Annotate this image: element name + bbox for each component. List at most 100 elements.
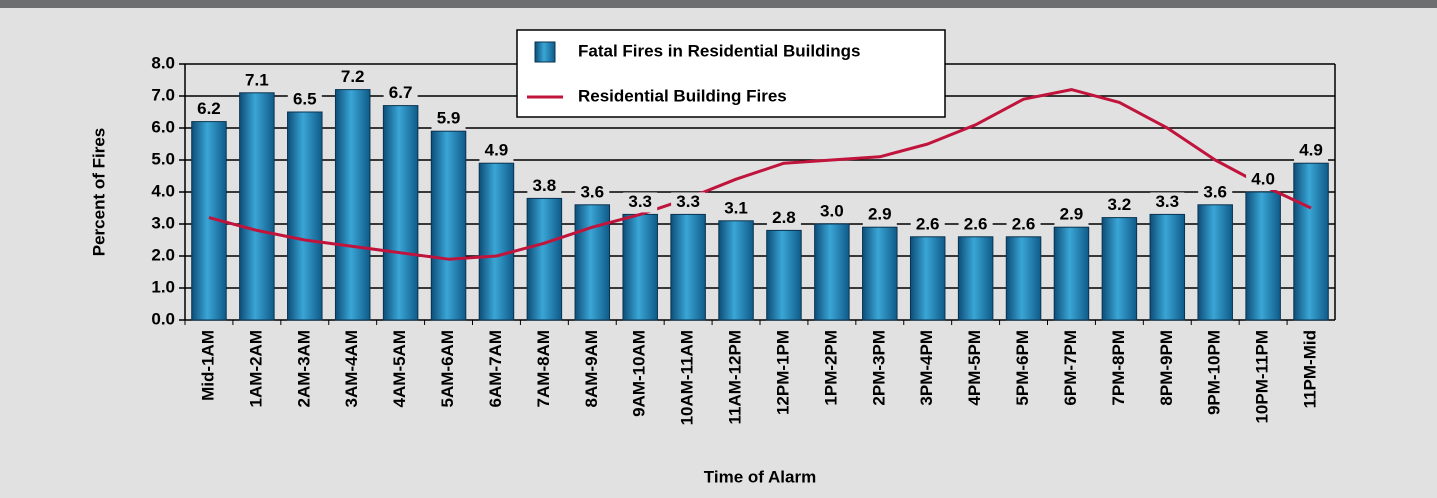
- value-label-bg: [623, 192, 658, 213]
- value-label: 4.9: [1299, 141, 1323, 160]
- value-label: 3.6: [580, 182, 604, 201]
- value-label-bg: [1054, 205, 1089, 226]
- value-label-bg: [814, 202, 849, 222]
- value-label-bg: [862, 205, 897, 226]
- y-tick-label: 8.0: [151, 53, 175, 72]
- x-tick-label: 7PM-8PM: [1109, 330, 1128, 406]
- value-label: 3.2: [1108, 195, 1132, 214]
- value-label-bg: [1006, 214, 1041, 235]
- bar: [766, 229, 802, 321]
- value-label: 4.0: [1251, 169, 1275, 188]
- value-label-bg: [958, 214, 993, 235]
- x-tick-label: 4AM-5AM: [390, 330, 409, 407]
- x-tick-label: 5PM-6PM: [1013, 330, 1032, 406]
- x-tick-label: 12PM-1PM: [773, 330, 792, 415]
- x-tick-label: 9PM-10PM: [1205, 330, 1224, 415]
- x-tick-label: 10AM-11AM: [678, 330, 697, 425]
- value-label: 3.1: [724, 198, 748, 217]
- x-tick-label: 8AM-9AM: [582, 330, 601, 407]
- line: [208, 88, 1312, 261]
- value-label-bg: [766, 208, 801, 229]
- y-tick-label: 0.0: [151, 309, 175, 328]
- legend-label: Residential Building Fires: [578, 86, 787, 105]
- x-tick-label: 2AM-3AM: [294, 330, 313, 407]
- value-label: 3.0: [820, 201, 844, 220]
- x-tick-label: 10PM-11PM: [1253, 330, 1272, 424]
- value-label-bg: [671, 192, 706, 213]
- x-tick-label: 6AM-7AM: [486, 330, 505, 407]
- bar: [909, 236, 946, 321]
- bar: [239, 92, 275, 321]
- legend-swatch: [534, 41, 556, 63]
- bar: [622, 213, 658, 321]
- bar: [334, 89, 371, 321]
- bar: [430, 130, 467, 321]
- x-tick-label: 1PM-2PM: [821, 330, 840, 406]
- top-band: [0, 0, 1437, 8]
- x-tick-label: 8PM-9PM: [1157, 330, 1176, 406]
- value-label-bg: [1246, 170, 1281, 190]
- value-label-bg: [527, 176, 562, 197]
- y-tick-label: 1.0: [151, 277, 175, 296]
- bar: [1197, 204, 1233, 321]
- value-label-bg: [575, 182, 610, 203]
- bar: [526, 197, 563, 321]
- value-label-bg: [719, 198, 754, 219]
- value-label: 3.6: [1203, 182, 1227, 201]
- bar: [814, 223, 850, 321]
- x-tick-label: Mid-1AM: [198, 330, 217, 401]
- value-label: 2.6: [964, 214, 988, 233]
- x-tick-label: 7AM-8AM: [534, 330, 553, 407]
- bar: [382, 105, 419, 321]
- y-tick-label: 7.0: [151, 85, 175, 104]
- value-label: 7.1: [245, 70, 269, 89]
- x-tick-label: 3PM-4PM: [917, 330, 936, 406]
- y-tick-label: 6.0: [151, 117, 175, 136]
- y-axis-title: Percent of Fires: [89, 128, 108, 257]
- x-tick-label: 5AM-6AM: [438, 330, 457, 407]
- value-label: 2.6: [916, 214, 940, 233]
- bar: [1293, 162, 1329, 321]
- legend-box: [516, 29, 946, 118]
- bar: [670, 213, 706, 321]
- y-tick-label: 4.0: [151, 181, 175, 200]
- x-tick-label: 6PM-7PM: [1061, 330, 1080, 406]
- x-tick-label: 11AM-12PM: [726, 330, 745, 424]
- value-label-bg: [191, 99, 226, 120]
- value-label: 3.8: [533, 176, 557, 195]
- bar: [1005, 236, 1042, 321]
- bar: [478, 162, 515, 321]
- value-label: 7.2: [341, 67, 365, 86]
- value-label: 3.3: [628, 192, 652, 211]
- value-label-bg: [1102, 195, 1137, 216]
- bar: [718, 220, 754, 321]
- value-label: 2.8: [772, 208, 796, 227]
- bar: [957, 236, 994, 321]
- bar: [1149, 213, 1186, 321]
- value-label: 6.7: [389, 83, 413, 102]
- x-tick-label: 1AM-2AM: [246, 330, 265, 407]
- value-label: 6.5: [293, 89, 317, 108]
- value-label-bg: [910, 214, 945, 235]
- value-label: 3.3: [676, 192, 700, 211]
- y-tick-label: 2.0: [151, 245, 175, 264]
- value-label-bg: [431, 109, 466, 130]
- plot: 0.0 1.0 2.0 3.0 4.0 5.0 6.0 7.0 8.0 Mid-1AM 1AM-2A…: [151, 29, 1336, 425]
- bar: [574, 204, 611, 321]
- value-label: 5.9: [437, 109, 461, 128]
- y-tick-label: 3.0: [151, 213, 175, 232]
- x-tick-label: 11PM-Mid: [1301, 330, 1320, 408]
- value-label-bg: [287, 90, 322, 110]
- bar: [1245, 191, 1281, 321]
- bar: [287, 111, 323, 321]
- x-tick-label: 3AM-4AM: [342, 330, 361, 407]
- value-label-bg: [239, 70, 274, 91]
- value-label: 2.9: [1060, 205, 1084, 224]
- value-label-bg: [479, 141, 514, 162]
- value-label: 2.6: [1012, 214, 1036, 233]
- value-label-bg: [335, 67, 370, 88]
- bar: [862, 226, 898, 321]
- value-label: 3.3: [1155, 192, 1179, 211]
- value-label: 2.9: [868, 205, 892, 224]
